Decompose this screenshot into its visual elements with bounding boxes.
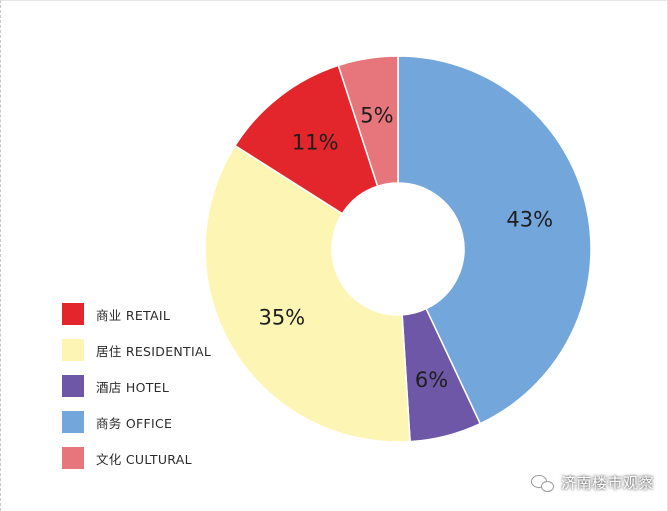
legend-swatch-residential <box>62 339 84 361</box>
slice-label-residential: 35% <box>258 306 305 330</box>
legend-item-retail: 商业 RETAIL <box>62 296 211 332</box>
slice-label-cultural: 5% <box>360 104 393 128</box>
legend-swatch-retail <box>62 303 84 325</box>
legend-item-cultural: 文化 CULTURAL <box>62 440 211 476</box>
legend-swatch-office <box>62 411 84 433</box>
legend: 商业 RETAIL 居住 RESIDENTIAL 酒店 HOTEL 商务 OFFICE… <box>62 296 211 476</box>
legend-swatch-hotel <box>62 375 84 397</box>
legend-label-retail: 商业 RETAIL <box>96 307 171 323</box>
slice-label-retail: 11% <box>292 130 339 154</box>
legend-item-hotel: 酒店 HOTEL <box>62 368 211 404</box>
slice-cultural <box>337 55 399 188</box>
watermark-text: 济南楼市观察 <box>560 474 654 492</box>
slice-residential <box>204 144 411 443</box>
legend-label-residential: 居住 RESIDENTIAL <box>96 343 212 359</box>
legend-item-office: 商务 OFFICE <box>62 404 211 440</box>
slice-label-office: 43% <box>506 208 553 232</box>
slice-retail <box>234 64 379 215</box>
wechat-icon <box>530 474 555 492</box>
legend-swatch-cultural <box>62 447 84 469</box>
legend-label-cultural: 文化 CULTURAL <box>96 451 192 467</box>
legend-label-hotel: 酒店 HOTEL <box>96 379 170 395</box>
legend-item-residential: 居住 RESIDENTIAL <box>62 332 211 368</box>
slice-label-hotel: 6% <box>415 368 448 392</box>
legend-label-office: 商务 OFFICE <box>96 415 173 431</box>
slice-office <box>397 55 592 425</box>
watermark: 济南楼市观察 <box>530 472 654 493</box>
